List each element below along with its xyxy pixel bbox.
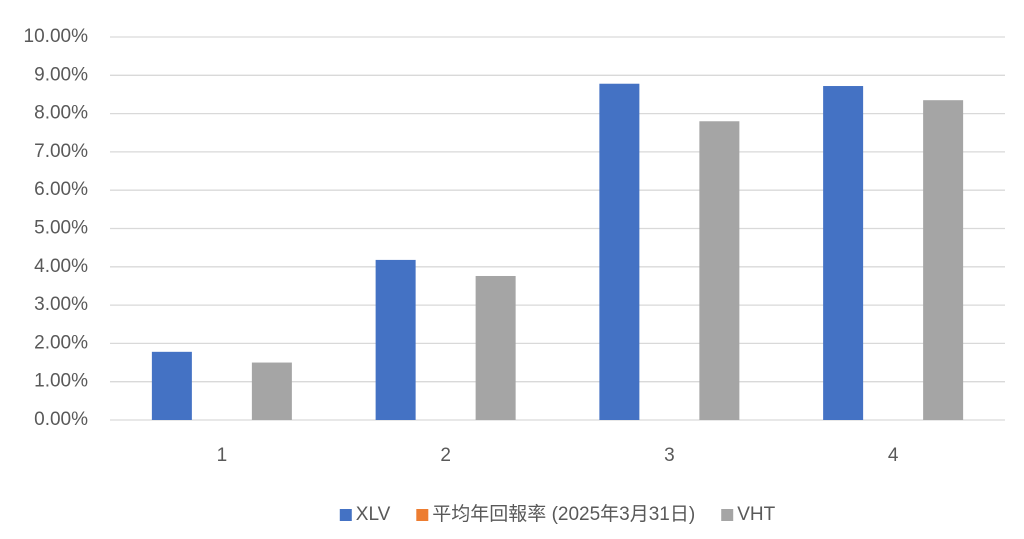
bar: [599, 83, 640, 420]
x-tick-label: 1: [217, 445, 228, 466]
y-tick-label: 1.00%: [34, 371, 88, 392]
y-tick-label: 6.00%: [34, 179, 88, 200]
bar: [375, 259, 416, 420]
bar: [251, 362, 292, 420]
bar: [823, 86, 864, 421]
y-tick-label: 9.00%: [34, 64, 88, 85]
legend-label: XLV: [356, 504, 391, 525]
legend-label: VHT: [737, 504, 775, 525]
legend-swatch: [339, 509, 352, 521]
y-tick-label: 3.00%: [34, 294, 88, 315]
y-tick-label: 10.00%: [24, 26, 89, 47]
y-tick-label: 0.00%: [34, 409, 88, 430]
y-tick-label: 5.00%: [34, 218, 88, 239]
bar: [699, 121, 740, 420]
y-tick-label: 8.00%: [34, 103, 88, 124]
legend-swatch: [721, 509, 734, 521]
y-tick-label: 2.00%: [34, 332, 88, 353]
bar: [475, 275, 516, 420]
x-tick-label: 4: [888, 445, 899, 466]
legend-swatch: [416, 509, 429, 521]
x-tick-label: 3: [664, 445, 675, 466]
x-tick-label: 2: [440, 445, 451, 466]
y-tick-label: 7.00%: [34, 141, 88, 162]
bar: [923, 100, 964, 420]
bar: [151, 351, 192, 420]
y-tick-label: 4.00%: [34, 256, 88, 277]
legend-label: 平均年回報率 (2025年3月31日): [432, 503, 695, 525]
